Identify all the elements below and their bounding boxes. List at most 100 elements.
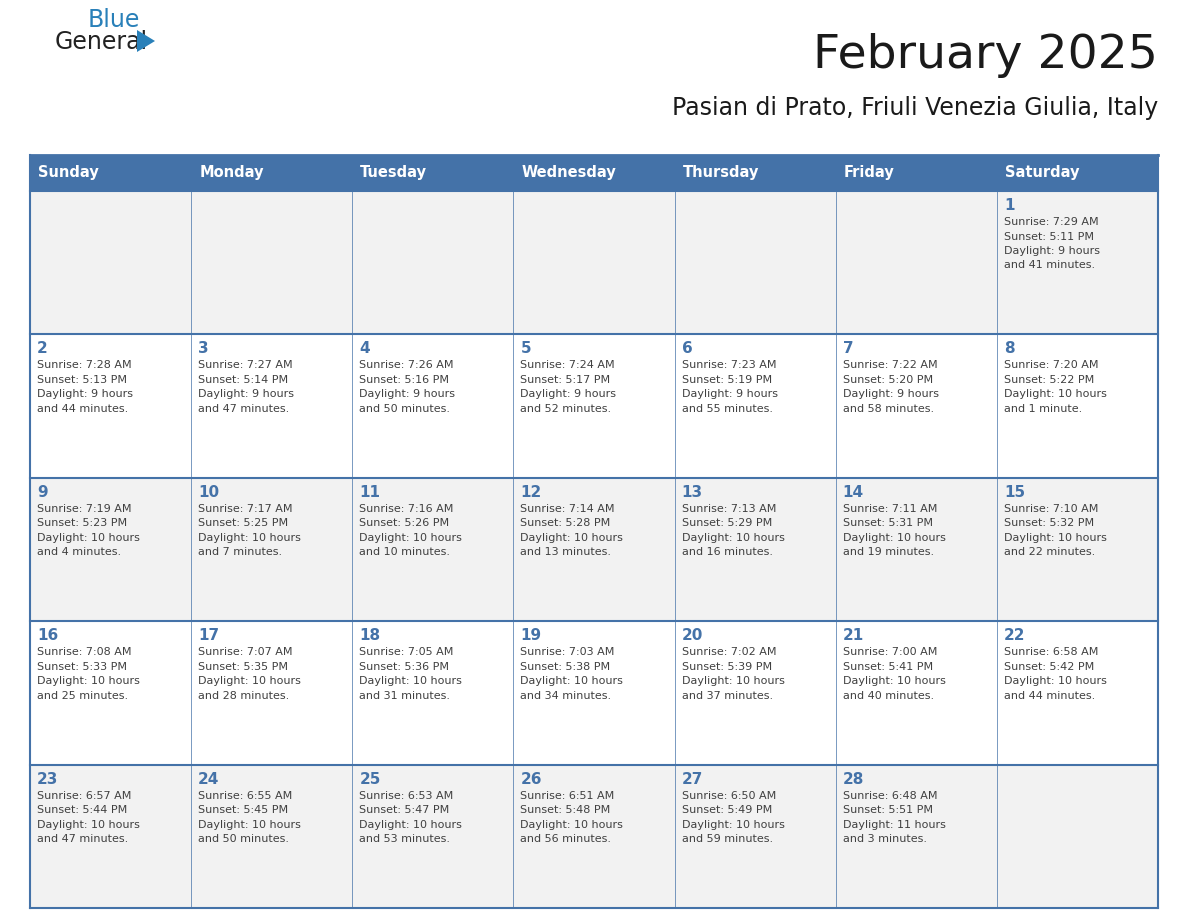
Text: 13: 13 bbox=[682, 485, 702, 499]
Text: Daylight: 11 hours: Daylight: 11 hours bbox=[842, 820, 946, 830]
Bar bbox=[30, 621, 1158, 765]
Text: Sunset: 5:35 PM: Sunset: 5:35 PM bbox=[198, 662, 289, 672]
Text: 24: 24 bbox=[198, 772, 220, 787]
Text: 5: 5 bbox=[520, 341, 531, 356]
Text: Daylight: 9 hours: Daylight: 9 hours bbox=[359, 389, 455, 399]
Text: Sunset: 5:14 PM: Sunset: 5:14 PM bbox=[198, 375, 289, 385]
Text: 6: 6 bbox=[682, 341, 693, 356]
Text: Sunset: 5:44 PM: Sunset: 5:44 PM bbox=[37, 805, 127, 815]
Text: Daylight: 10 hours: Daylight: 10 hours bbox=[1004, 389, 1107, 399]
Text: Sunset: 5:45 PM: Sunset: 5:45 PM bbox=[198, 805, 289, 815]
Text: Sunrise: 7:07 AM: Sunrise: 7:07 AM bbox=[198, 647, 292, 657]
Text: Daylight: 10 hours: Daylight: 10 hours bbox=[520, 820, 624, 830]
Text: and 44 minutes.: and 44 minutes. bbox=[37, 404, 128, 414]
Text: 8: 8 bbox=[1004, 341, 1015, 356]
Text: Daylight: 10 hours: Daylight: 10 hours bbox=[842, 677, 946, 686]
Text: 26: 26 bbox=[520, 772, 542, 787]
Text: Daylight: 10 hours: Daylight: 10 hours bbox=[842, 532, 946, 543]
Text: 20: 20 bbox=[682, 628, 703, 644]
Text: and 41 minutes.: and 41 minutes. bbox=[1004, 261, 1095, 271]
Text: Daylight: 10 hours: Daylight: 10 hours bbox=[682, 532, 784, 543]
Text: Sunrise: 6:57 AM: Sunrise: 6:57 AM bbox=[37, 790, 132, 800]
Text: Sunrise: 6:58 AM: Sunrise: 6:58 AM bbox=[1004, 647, 1098, 657]
Bar bbox=[30, 334, 1158, 477]
Text: and 59 minutes.: and 59 minutes. bbox=[682, 834, 772, 844]
Text: 14: 14 bbox=[842, 485, 864, 499]
Text: Sunset: 5:33 PM: Sunset: 5:33 PM bbox=[37, 662, 127, 672]
Text: Sunrise: 7:29 AM: Sunrise: 7:29 AM bbox=[1004, 217, 1099, 227]
Text: and 4 minutes.: and 4 minutes. bbox=[37, 547, 121, 557]
Text: Daylight: 10 hours: Daylight: 10 hours bbox=[520, 532, 624, 543]
Text: Daylight: 10 hours: Daylight: 10 hours bbox=[198, 677, 301, 686]
Text: and 58 minutes.: and 58 minutes. bbox=[842, 404, 934, 414]
Bar bbox=[997, 155, 1158, 191]
Text: 27: 27 bbox=[682, 772, 703, 787]
Text: and 10 minutes.: and 10 minutes. bbox=[359, 547, 450, 557]
Text: Daylight: 9 hours: Daylight: 9 hours bbox=[520, 389, 617, 399]
Text: Sunset: 5:13 PM: Sunset: 5:13 PM bbox=[37, 375, 127, 385]
Text: and 44 minutes.: and 44 minutes. bbox=[1004, 690, 1095, 700]
Text: 10: 10 bbox=[198, 485, 220, 499]
Text: and 34 minutes.: and 34 minutes. bbox=[520, 690, 612, 700]
Text: Wednesday: Wednesday bbox=[522, 165, 617, 181]
Text: Sunrise: 7:11 AM: Sunrise: 7:11 AM bbox=[842, 504, 937, 514]
Bar bbox=[353, 155, 513, 191]
Text: Sunday: Sunday bbox=[38, 165, 99, 181]
Text: Daylight: 10 hours: Daylight: 10 hours bbox=[359, 532, 462, 543]
Text: Sunset: 5:23 PM: Sunset: 5:23 PM bbox=[37, 519, 127, 528]
Text: Friday: Friday bbox=[843, 165, 895, 181]
Text: Sunset: 5:38 PM: Sunset: 5:38 PM bbox=[520, 662, 611, 672]
Text: Sunrise: 7:24 AM: Sunrise: 7:24 AM bbox=[520, 361, 615, 370]
Text: and 28 minutes.: and 28 minutes. bbox=[198, 690, 290, 700]
Text: 7: 7 bbox=[842, 341, 853, 356]
Text: and 37 minutes.: and 37 minutes. bbox=[682, 690, 772, 700]
Text: and 52 minutes.: and 52 minutes. bbox=[520, 404, 612, 414]
Text: 23: 23 bbox=[37, 772, 58, 787]
Text: Sunrise: 7:08 AM: Sunrise: 7:08 AM bbox=[37, 647, 132, 657]
Bar bbox=[835, 155, 997, 191]
Text: Daylight: 9 hours: Daylight: 9 hours bbox=[842, 389, 939, 399]
Text: and 50 minutes.: and 50 minutes. bbox=[198, 834, 289, 844]
Text: 22: 22 bbox=[1004, 628, 1025, 644]
Text: and 31 minutes.: and 31 minutes. bbox=[359, 690, 450, 700]
Text: Sunrise: 7:10 AM: Sunrise: 7:10 AM bbox=[1004, 504, 1098, 514]
Text: Sunrise: 6:48 AM: Sunrise: 6:48 AM bbox=[842, 790, 937, 800]
Text: Blue: Blue bbox=[88, 8, 140, 32]
Text: and 1 minute.: and 1 minute. bbox=[1004, 404, 1082, 414]
Text: Sunrise: 6:55 AM: Sunrise: 6:55 AM bbox=[198, 790, 292, 800]
Text: Daylight: 9 hours: Daylight: 9 hours bbox=[37, 389, 133, 399]
Text: Sunrise: 7:03 AM: Sunrise: 7:03 AM bbox=[520, 647, 615, 657]
Text: Sunset: 5:41 PM: Sunset: 5:41 PM bbox=[842, 662, 933, 672]
Text: Thursday: Thursday bbox=[683, 165, 759, 181]
Text: Daylight: 10 hours: Daylight: 10 hours bbox=[1004, 532, 1107, 543]
Text: and 50 minutes.: and 50 minutes. bbox=[359, 404, 450, 414]
Text: Daylight: 10 hours: Daylight: 10 hours bbox=[682, 677, 784, 686]
Bar bbox=[30, 477, 1158, 621]
Text: Sunrise: 7:23 AM: Sunrise: 7:23 AM bbox=[682, 361, 776, 370]
Text: Sunset: 5:11 PM: Sunset: 5:11 PM bbox=[1004, 231, 1094, 241]
Text: Sunset: 5:42 PM: Sunset: 5:42 PM bbox=[1004, 662, 1094, 672]
Text: Sunrise: 7:13 AM: Sunrise: 7:13 AM bbox=[682, 504, 776, 514]
Text: 4: 4 bbox=[359, 341, 369, 356]
Text: Daylight: 9 hours: Daylight: 9 hours bbox=[1004, 246, 1100, 256]
Text: 19: 19 bbox=[520, 628, 542, 644]
Text: Sunset: 5:51 PM: Sunset: 5:51 PM bbox=[842, 805, 933, 815]
Text: Sunrise: 7:00 AM: Sunrise: 7:00 AM bbox=[842, 647, 937, 657]
Bar bbox=[30, 155, 191, 191]
Text: Sunrise: 7:17 AM: Sunrise: 7:17 AM bbox=[198, 504, 292, 514]
Text: February 2025: February 2025 bbox=[813, 32, 1158, 77]
Text: Sunrise: 7:14 AM: Sunrise: 7:14 AM bbox=[520, 504, 615, 514]
Text: Daylight: 10 hours: Daylight: 10 hours bbox=[37, 820, 140, 830]
Text: Sunrise: 7:28 AM: Sunrise: 7:28 AM bbox=[37, 361, 132, 370]
Text: Daylight: 10 hours: Daylight: 10 hours bbox=[682, 820, 784, 830]
Polygon shape bbox=[137, 30, 154, 52]
Text: 25: 25 bbox=[359, 772, 380, 787]
Text: Daylight: 10 hours: Daylight: 10 hours bbox=[359, 677, 462, 686]
Text: 15: 15 bbox=[1004, 485, 1025, 499]
Text: Sunset: 5:19 PM: Sunset: 5:19 PM bbox=[682, 375, 772, 385]
Text: and 55 minutes.: and 55 minutes. bbox=[682, 404, 772, 414]
Text: Sunrise: 7:19 AM: Sunrise: 7:19 AM bbox=[37, 504, 132, 514]
Text: Sunset: 5:25 PM: Sunset: 5:25 PM bbox=[198, 519, 289, 528]
Text: and 56 minutes.: and 56 minutes. bbox=[520, 834, 612, 844]
Text: Sunset: 5:49 PM: Sunset: 5:49 PM bbox=[682, 805, 772, 815]
